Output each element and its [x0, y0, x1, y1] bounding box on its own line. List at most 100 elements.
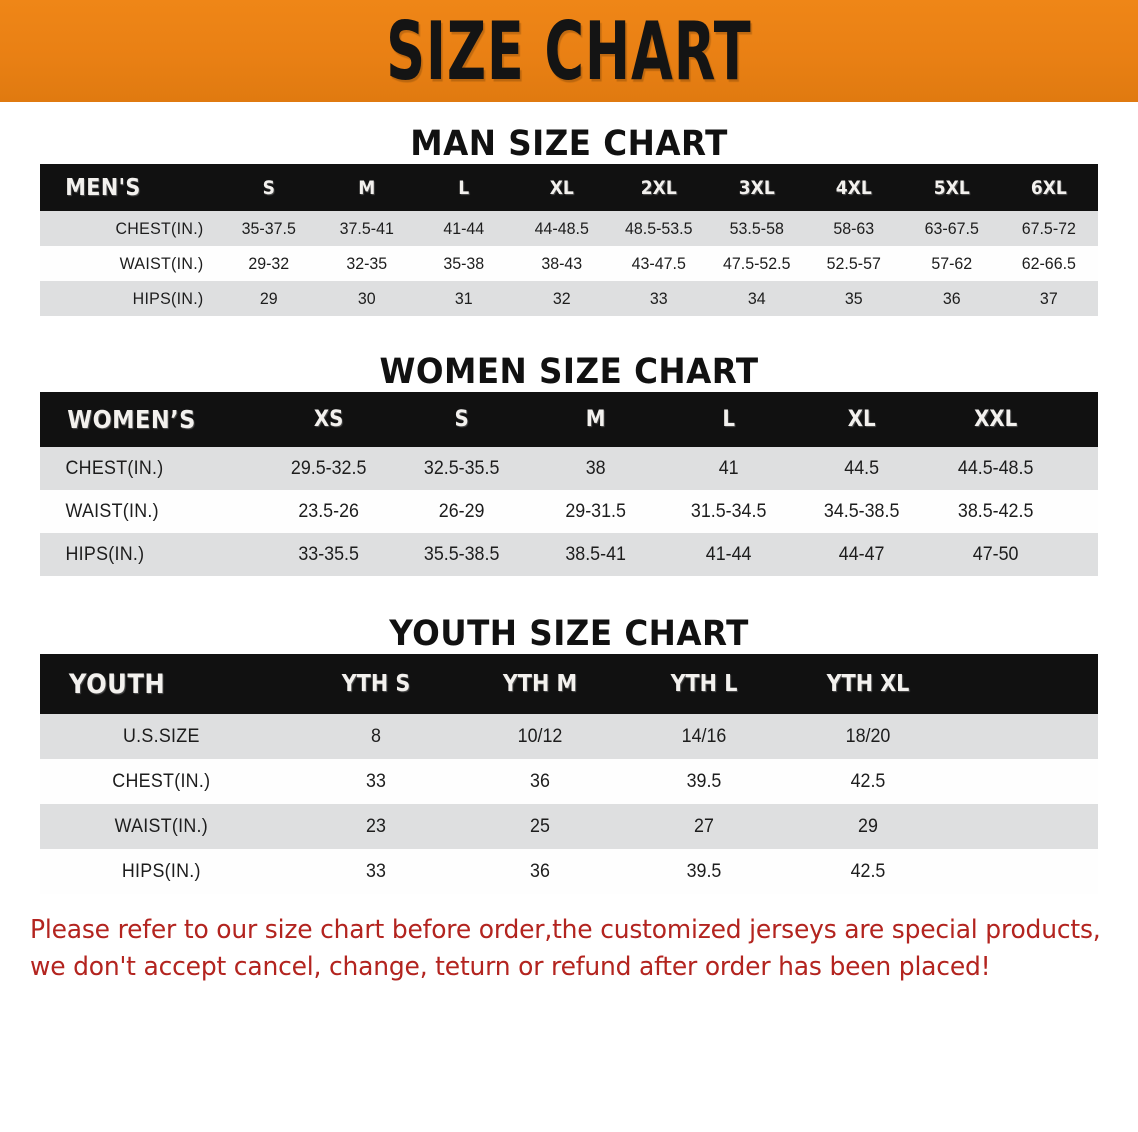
youth-cell-r1-c3: 14/16: [681, 725, 727, 747]
women-corner-label: WOMEN’S: [67, 405, 196, 434]
women-row-spacer: [1063, 447, 1097, 490]
man-cell-r2-c5: 43-47.5: [631, 253, 687, 273]
women-cell-r3-c4: 41-44: [705, 543, 752, 565]
table-row: WAIST(IN.) 23.5-26 26-29 29-31.5 31.5-34.5 34…: [40, 490, 1098, 533]
youth-row-spacer: [954, 714, 1093, 759]
women-column-header-2: S: [454, 407, 470, 432]
youth-row-spacer: [954, 849, 1093, 894]
man-column-header-9: 6XL: [1031, 176, 1068, 199]
youth-row-label-1: U.S.SIZE: [122, 725, 200, 747]
women-cell-r1-c4: 41: [718, 457, 739, 479]
youth-column-header-3: YTH L: [670, 671, 738, 697]
table-row: WAIST(IN.) 23 25 27 29: [40, 804, 1098, 849]
youth-cell-r1-c1: 8: [370, 725, 381, 747]
women-cell-r3-c5: 44-47: [839, 543, 885, 565]
youth-row-spacer: [954, 804, 1093, 849]
women-column-header-6: XXL: [973, 407, 1017, 432]
man-column-header-3: L: [458, 176, 470, 199]
table-row: CHEST(IN.) 29.5-32.5 32.5-35.5 38 41 44.5 44.5…: [40, 447, 1098, 490]
women-cell-r1-c6: 44.5-48.5: [957, 457, 1034, 479]
man-cell-r1-c2: 37.5-41: [339, 218, 394, 238]
women-row-label-2: WAIST(IN.): [65, 500, 159, 522]
women-cell-r1-c3: 38: [585, 457, 606, 479]
youth-corner-label: YOUTH: [68, 668, 166, 700]
youth-table-wrap: YOUTH YTH S YTH M YTH L YTH XL U.S.SIZE 8 10/12…: [0, 654, 1138, 894]
man-cell-r1-c1: 35-37.5: [241, 218, 297, 238]
youth-row-label-3: WAIST(IN.): [114, 815, 209, 837]
table-row: HIPS(IN.) 29 30 31 32 33 34 35 36 37: [40, 281, 1098, 316]
youth-cell-r3-c4: 29: [857, 815, 878, 837]
women-cell-r3-c1: 33-35.5: [298, 543, 360, 565]
youth-column-header-4: YTH XL: [826, 671, 910, 697]
man-cell-r1-c4: 44-48.5: [534, 218, 589, 238]
man-cell-r3-c3: 31: [455, 288, 473, 308]
youth-cell-r4-c1: 33: [365, 860, 386, 882]
women-table-wrap: WOMEN’S XS S M L XL XXL CHEST(IN.) 29.5-32.5 32.5…: [0, 392, 1138, 576]
women-cell-r2-c5: 34.5-38.5: [824, 500, 900, 522]
man-cell-r1-c5: 48.5-53.5: [625, 218, 693, 238]
man-cell-r3-c9: 37: [1040, 288, 1059, 308]
youth-header-spacer: [957, 654, 1090, 714]
page-title: SIZE CHART: [386, 4, 752, 98]
women-cell-r1-c5: 44.5: [844, 457, 880, 479]
man-cell-r1-c8: 63-67.5: [924, 218, 979, 238]
man-cell-r1-c3: 41-44: [443, 218, 485, 238]
man-column-header-2: M: [357, 176, 376, 199]
table-row: HIPS(IN.) 33-35.5 35.5-38.5 38.5-41 41-44 44-…: [40, 533, 1098, 576]
section-title-man: MAN SIZE CHART: [410, 124, 728, 164]
youth-cell-r4-c2: 36: [529, 860, 550, 882]
man-column-header-6: 3XL: [738, 176, 775, 199]
women-row-label-3: HIPS(IN.): [65, 543, 145, 565]
women-header-row: WOMEN’S XS S M L XL XXL: [40, 392, 1098, 447]
man-row-label-3: HIPS(IN.): [132, 288, 204, 308]
women-column-header-1: XS: [314, 407, 344, 432]
youth-cell-r4-c4: 42.5: [850, 860, 886, 882]
youth-size-table: YOUTH YTH S YTH M YTH L YTH XL U.S.SIZE 8 10/12…: [40, 654, 1098, 894]
section-title-youth: YOUTH SIZE CHART: [389, 614, 749, 654]
women-cell-r1-c1: 29.5-32.5: [291, 457, 367, 479]
man-column-header-5: 2XL: [641, 176, 678, 199]
man-cell-r2-c7: 52.5-57: [826, 253, 882, 273]
man-corner-label: MEN'S: [65, 174, 141, 201]
man-cell-r2-c4: 38-43: [541, 253, 582, 273]
women-row-spacer: [1063, 490, 1097, 533]
youth-cell-r2-c4: 42.5: [850, 770, 886, 792]
man-cell-r3-c8: 36: [942, 288, 961, 308]
women-cell-r3-c6: 47-50: [972, 543, 1019, 565]
man-cell-r3-c2: 30: [357, 288, 376, 308]
table-row: CHEST(IN.) 33 36 39.5 42.5: [40, 759, 1098, 804]
man-size-table: MEN'S S M L XL 2XL 3XL 4XL 5XL 6XL CHEST(IN.) 35-37…: [40, 164, 1098, 316]
page-banner: SIZE CHART: [0, 0, 1138, 102]
youth-column-header-1: YTH S: [341, 671, 411, 697]
man-cell-r2-c3: 35-38: [443, 253, 485, 273]
youth-cell-r1-c2: 10/12: [517, 725, 563, 747]
man-table-wrap: MEN'S S M L XL 2XL 3XL 4XL 5XL 6XL CHEST(IN.) 35-37…: [0, 164, 1138, 316]
note-line-2: we don't accept cancel, change, teturn o…: [30, 951, 991, 982]
women-row-label-1: CHEST(IN.): [65, 457, 164, 479]
youth-cell-r3-c2: 25: [529, 815, 550, 837]
youth-cell-r2-c2: 36: [529, 770, 550, 792]
women-cell-r2-c1: 23.5-26: [298, 500, 360, 522]
man-column-header-4: XL: [549, 176, 574, 199]
youth-row-spacer: [954, 759, 1093, 804]
man-cell-r2-c8: 57-62: [931, 253, 973, 273]
youth-header-row: YOUTH YTH S YTH M YTH L YTH XL: [40, 654, 1098, 714]
man-cell-r2-c6: 47.5-52.5: [722, 253, 791, 273]
man-cell-r1-c6: 53.5-58: [729, 218, 784, 238]
man-column-header-7: 4XL: [836, 176, 873, 199]
table-row: CHEST(IN.) 35-37.5 37.5-41 41-44 44-48.5 48.5…: [40, 211, 1098, 246]
table-row: HIPS(IN.) 33 36 39.5 42.5: [40, 849, 1098, 894]
man-cell-r3-c5: 33: [650, 288, 668, 308]
table-row: U.S.SIZE 8 10/12 14/16 18/20: [40, 714, 1098, 759]
youth-cell-r1-c4: 18/20: [845, 725, 891, 747]
man-cell-r3-c6: 34: [747, 288, 766, 308]
man-cell-r1-c7: 58-63: [833, 218, 875, 238]
section-title-women: WOMEN SIZE CHART: [379, 352, 759, 392]
man-cell-r1-c9: 67.5-72: [1022, 218, 1077, 238]
youth-cell-r2-c3: 39.5: [686, 770, 722, 792]
youth-row-label-2: CHEST(IN.): [112, 770, 211, 792]
note-line-1: Please refer to our size chart before or…: [30, 915, 1101, 945]
man-row-label-2: WAIST(IN.): [119, 253, 204, 273]
man-column-header-8: 5XL: [933, 176, 970, 199]
